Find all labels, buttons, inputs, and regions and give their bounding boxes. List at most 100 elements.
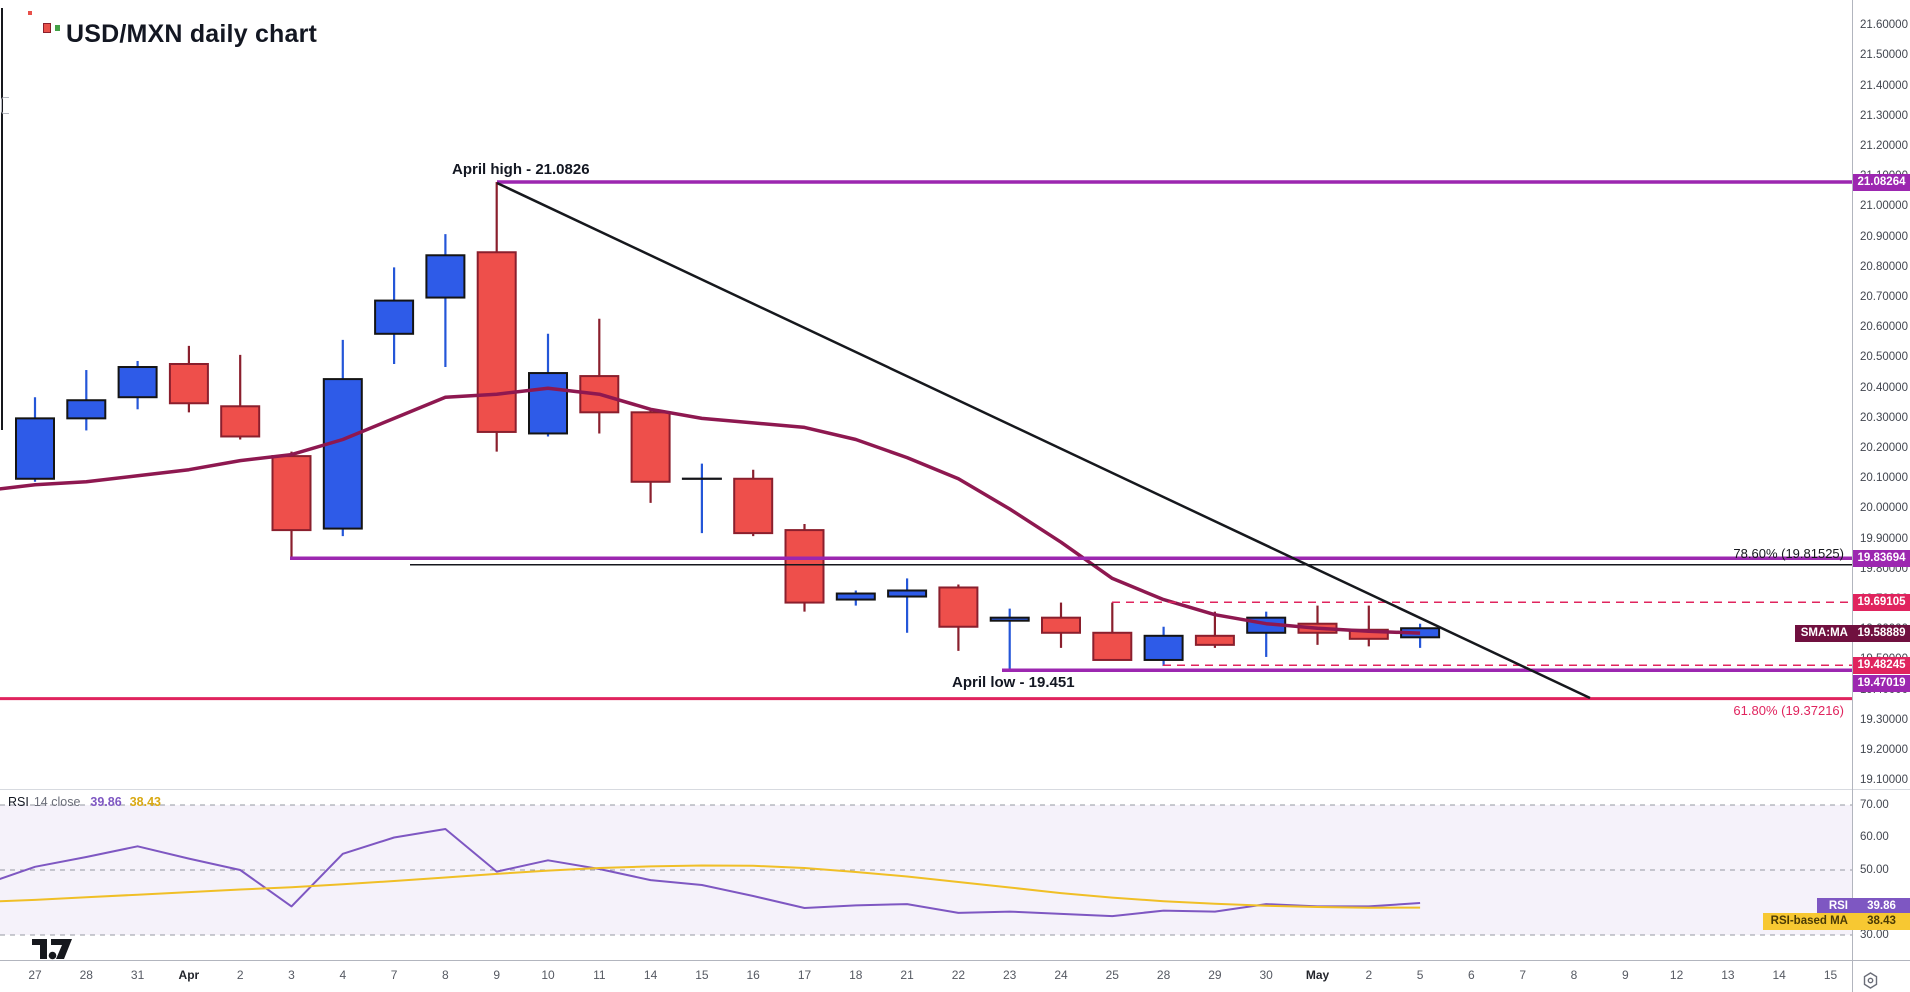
price-badge: 39.86 [1853,897,1910,915]
price-axis-label: 20.10000 [1860,472,1908,485]
left-edge-artifact [1,8,3,430]
april-high-label: April high - 21.0826 [452,161,590,178]
time-axis-label: 9 [1621,968,1629,982]
downtrend-line[interactable] [496,181,1591,700]
price-axis-label: 21.60000 [1860,19,1908,32]
candle-up [835,592,876,601]
price-axis-label: 19.90000 [1860,532,1908,545]
time-axis-label: Apr [178,968,200,982]
candle-down [784,529,825,604]
price-axis-label: 21.20000 [1860,140,1908,153]
time-axis-label: 13 [1721,968,1735,982]
time-axis-label: 23 [1003,968,1017,982]
rsi-legend-params: 14 close [33,795,81,809]
rsi-axis-label: 30.00 [1860,928,1889,941]
time-axis-label: 2 [236,968,244,982]
price-badge: 21.08264 [1853,173,1910,191]
time-axis-label: 14 [1772,968,1786,982]
price-axis-label: 21.40000 [1860,79,1908,92]
price-axis-border [1852,0,1853,992]
time-axis-label: 22 [951,968,966,982]
time-axis-label: 15 [695,968,709,982]
candle-down [938,586,979,628]
mini-green-candle-icon [55,25,60,31]
time-axis-label: 29 [1208,968,1222,982]
sma-line[interactable] [0,386,1421,635]
price-axis-label: 21.50000 [1860,49,1908,62]
fib-618-label: 61.80% (19.37216) [1733,703,1844,718]
time-axis-label: 7 [1519,968,1527,982]
price-badge: 19.69105 [1853,593,1910,611]
price-axis-label: 21.30000 [1860,109,1908,122]
price-axis-label: 20.20000 [1860,442,1908,455]
price-axis-label: 20.90000 [1860,230,1908,243]
price-axis-label: 20.60000 [1860,321,1908,334]
time-axis-label: 12 [1669,968,1684,982]
rsi-ma-line[interactable] [0,864,1421,909]
time-axis-label: 28 [79,968,93,982]
time-axis-label: 10 [541,968,555,982]
time-axis-label: 5 [1416,968,1424,982]
candle-up [322,378,363,530]
candle-down [271,455,312,532]
tradingview-logo[interactable] [30,938,76,960]
indicator-name-badge: RSI-based MA [1763,912,1853,930]
time-axis-label: 4 [339,968,347,982]
candle-up [117,366,158,399]
candle-down [1041,616,1081,634]
candle-down [1092,631,1133,661]
rsi-line[interactable] [0,828,1421,918]
mini-red-mark [28,11,32,15]
time-axis-label: 9 [493,968,501,982]
candle-down [168,362,209,405]
rsi-legend-name: RSI [8,795,29,809]
time-axis-label: 18 [849,968,863,982]
candle-up [66,399,107,420]
april-low-label: April low - 19.451 [952,674,1075,691]
time-axis-label: 31 [130,968,145,982]
time-axis-label: 30 [1259,968,1273,982]
price-axis-label: 20.30000 [1860,411,1908,424]
price-axis-label: 20.40000 [1860,381,1908,394]
indicator-name-badge: SMA:MA [1795,624,1853,642]
rsi-axis-label: 70.00 [1860,798,1889,811]
candle-up [15,417,55,480]
candle-up [1143,634,1184,661]
plot-area[interactable] [0,180,1852,936]
candle-down [630,411,671,483]
rsi-legend[interactable]: RSI 14 close 39.86 38.43 [8,795,161,809]
rsi-axis-label: 60.00 [1860,831,1889,843]
price-axis-label: 19.30000 [1860,713,1908,726]
price-axis-label: 19.20000 [1860,744,1908,757]
candle-up [528,372,568,435]
time-axis-label: 24 [1054,968,1068,982]
price-axis-label: 19.10000 [1860,774,1908,787]
time-axis-label: 21 [900,968,914,982]
time-axis-label: 2 [1365,968,1373,982]
time-axis-label: 7 [390,968,398,982]
time-axis-label: 6 [1468,968,1475,982]
fib-786-label: 78.60% (19.81525) [1733,546,1844,561]
price-badge: 19.48245 [1853,656,1910,674]
price-badge: 19.47019 [1853,674,1910,692]
price-badge: 38.43 [1853,912,1910,930]
price-badge: 19.58889 [1853,624,1910,642]
time-axis-label: 3 [288,968,295,982]
indicator-name-badge: RSI [1817,897,1853,915]
page-title: USD/MXN daily chart [66,20,318,48]
time-axis-label: 16 [746,968,760,982]
price-badge: 19.83694 [1853,549,1910,567]
rsi-axis-label: 50.00 [1860,863,1889,876]
time-axis-label: 15 [1823,968,1838,982]
time-axis-label: 25 [1105,968,1119,982]
candle-down [220,405,261,438]
candle-down [1194,634,1235,646]
time-axis-label: 14 [643,968,658,982]
time-axis-label: 8 [442,968,449,982]
candle-up [374,299,415,335]
pane-divider[interactable] [0,789,1910,790]
candle-down [733,477,774,535]
time-axis-settings-gear-icon[interactable] [1862,972,1879,989]
